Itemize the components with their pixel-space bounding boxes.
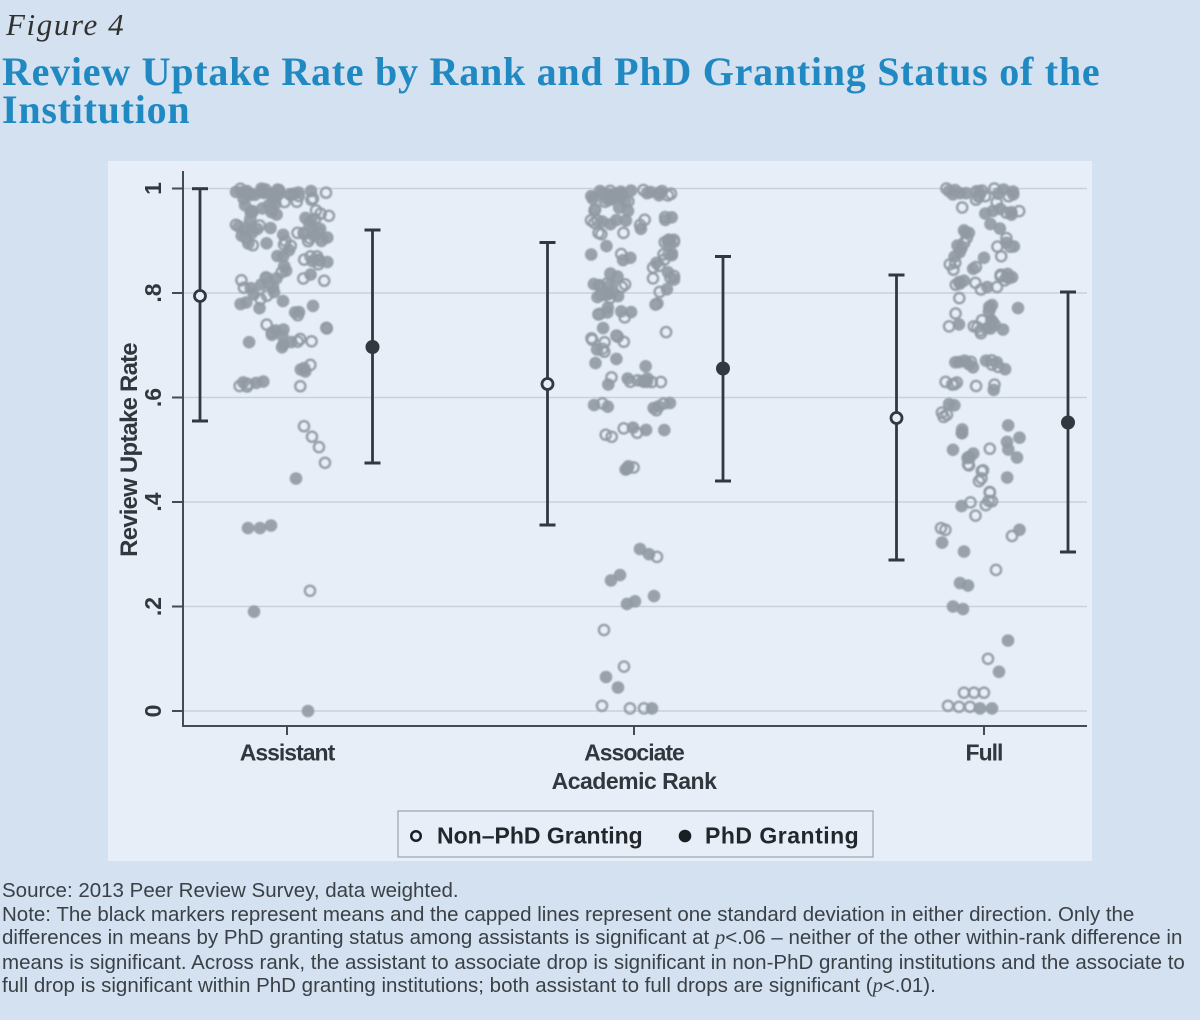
svg-text:Full: Full: [966, 740, 1003, 766]
svg-text:Assistant: Assistant: [240, 740, 336, 766]
svg-text:.6: .6: [140, 388, 166, 407]
svg-text:Academic Rank: Academic Rank: [552, 768, 718, 794]
svg-text:.8: .8: [140, 283, 166, 302]
svg-text:Associate: Associate: [584, 740, 684, 766]
svg-text:Review Uptake Rate: Review Uptake Rate: [116, 343, 143, 557]
svg-text:.4: .4: [140, 492, 166, 511]
svg-text:Non–PhD Granting: Non–PhD Granting: [437, 823, 643, 849]
svg-text:1: 1: [140, 182, 166, 195]
svg-text:0: 0: [140, 705, 166, 718]
svg-text:.2: .2: [140, 597, 166, 616]
svg-text:PhD Granting: PhD Granting: [705, 823, 859, 849]
